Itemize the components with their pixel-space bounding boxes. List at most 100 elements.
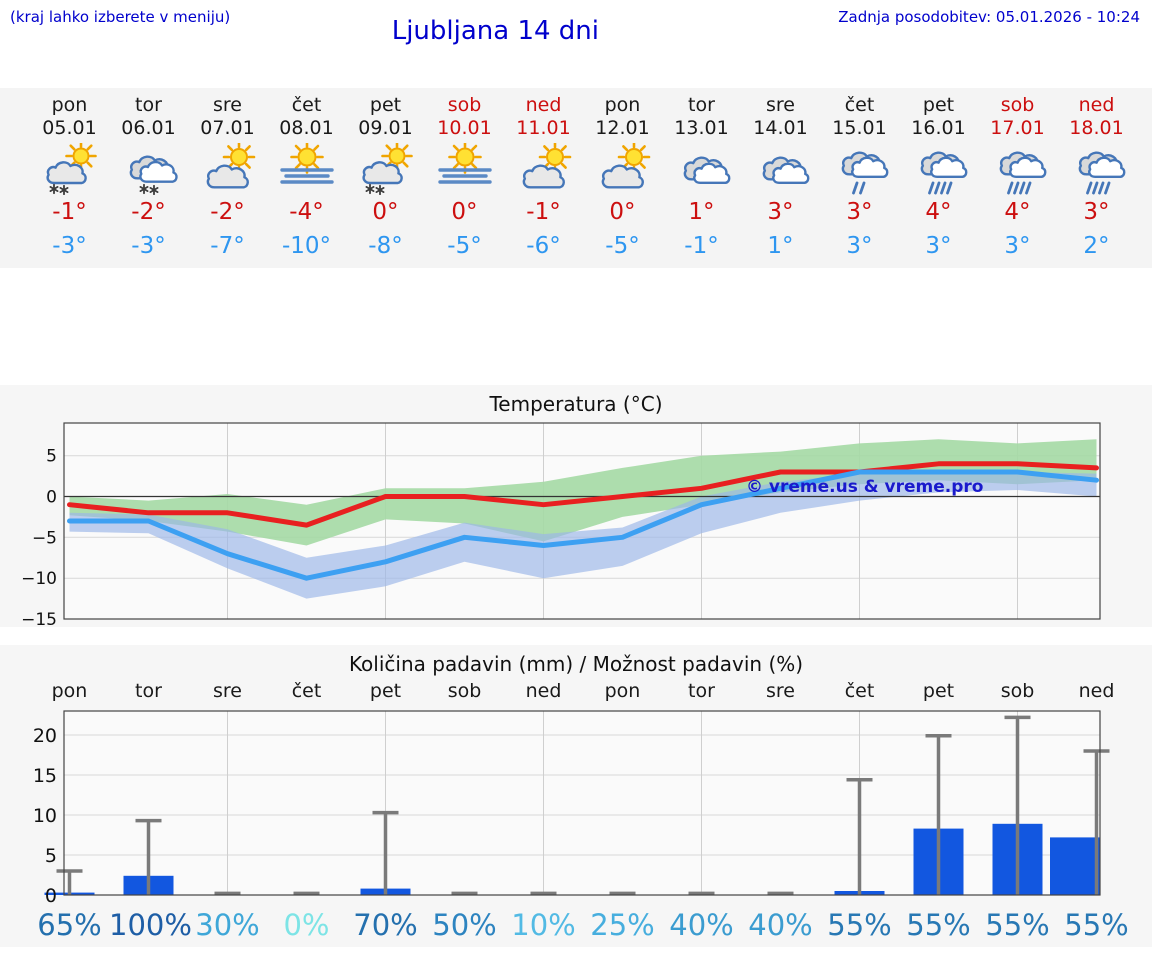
precip-day-label: sob [1000, 680, 1035, 702]
day-column: pet 09.01 0° -8° [346, 94, 425, 268]
cloud-shape [45, 161, 87, 185]
rain-streaks [1085, 181, 1110, 195]
precip-day-label: čet [291, 680, 322, 702]
sun-disc [624, 148, 643, 166]
y-tick-label: 10 [33, 805, 57, 827]
day-column: tor 13.01 1° -1° [662, 94, 741, 268]
cloudy-icon [748, 143, 814, 195]
day-high-temp: 4° [1004, 199, 1031, 225]
day-column: sob 10.01 0° -5° [425, 94, 504, 268]
sun-disc [545, 148, 564, 166]
day-date: 14.01 [753, 117, 808, 139]
watermark-link[interactable]: © vreme.us & vreme.pro [746, 477, 983, 497]
cloud-shape [601, 164, 644, 189]
y-tick-label: 15 [33, 765, 57, 787]
day-date: 10.01 [437, 117, 492, 139]
precipitation-chart-title: Količina padavin (mm) / Možnost padavin … [348, 652, 804, 676]
page-title: Ljubljana 14 dni [391, 16, 600, 46]
precip-probability: 30% [195, 908, 260, 942]
day-column: čet 15.01 3° 3° [820, 94, 899, 268]
precip-probability: 100% [109, 908, 192, 942]
fog-lines [279, 168, 334, 184]
precip-probability: 65% [37, 908, 102, 942]
day-date: 09.01 [358, 117, 413, 139]
cloud-shape [692, 162, 730, 185]
day-column: pon 05.01 -1° -3° [30, 94, 109, 268]
cloud-snow-icon [116, 143, 182, 195]
cloud-shape [138, 160, 178, 183]
snowflake [48, 183, 59, 195]
precip-whisker [56, 869, 83, 895]
day-low-temp: -5° [447, 233, 482, 259]
y-tick-label: 0 [46, 488, 57, 508]
sun-cloud-icon [195, 143, 261, 195]
fog-lines [437, 168, 492, 184]
day-date: 15.01 [832, 117, 887, 139]
plot-border [63, 710, 1101, 896]
y-tick-label: 20 [33, 725, 57, 747]
day-low-temp: -1° [684, 233, 719, 259]
day-high-temp: 3° [1083, 199, 1110, 225]
precip-whisker [925, 734, 952, 895]
day-name: tor [688, 94, 715, 116]
y-tick-label: 5 [46, 447, 57, 467]
low-temp-line [67, 469, 1099, 581]
temperature-chart-section: Temperatura (°C) 5 0 −5 −10 −15 © vreme.us & … [0, 385, 1152, 627]
precip-probability: 50% [432, 908, 497, 942]
precip-probability: 40% [748, 908, 813, 942]
spacer [0, 268, 1152, 385]
precip-day-label: sre [213, 680, 242, 702]
day-name: pet [922, 94, 955, 116]
precip-whisker [846, 778, 873, 895]
day-name: pet [369, 94, 402, 116]
day-low-temp: -5° [605, 233, 640, 259]
day-column: pet 16.01 4° 3° [899, 94, 978, 268]
cloud-shape [1087, 156, 1125, 179]
precip-probability: 0% [283, 908, 330, 942]
day-column: ned 11.01 -1° -6° [504, 94, 583, 268]
day-low-temp: -6° [526, 233, 561, 259]
y-tick-label: −10 [21, 569, 57, 589]
snowflake [149, 184, 158, 195]
day-date: 07.01 [200, 117, 255, 139]
sun-disc [297, 147, 316, 167]
day-low-temp: 3° [1004, 233, 1031, 259]
day-date: 11.01 [516, 117, 571, 139]
precip-day-label: pet [369, 680, 402, 702]
day-high-temp: -1° [526, 199, 561, 225]
day-high-temp: 4° [925, 199, 952, 225]
sun-cloud-icon [511, 143, 577, 195]
day-name: tor [135, 94, 162, 116]
precip-day-label: tor [135, 680, 162, 702]
low-temp-band [69, 472, 1097, 599]
day-low-temp: -3° [131, 233, 166, 259]
last-update-text: Zadnja posodobitev: 05.01.2026 - 10:24 [838, 8, 1140, 26]
day-column: pon 12.01 0° -5° [583, 94, 662, 268]
sun-disc [388, 147, 405, 165]
precip-whisker [372, 810, 399, 895]
day-name: ned [1078, 94, 1115, 116]
day-date: 05.01 [42, 117, 97, 139]
spacer [0, 627, 1152, 645]
cloudy-icon [669, 143, 735, 195]
day-high-temp: -4° [289, 199, 324, 225]
temperature-chart-svg: 5 0 −5 −10 −15 © vreme.us & vreme.pro [21, 422, 1101, 627]
precip-whisker [1083, 749, 1110, 895]
day-date: 16.01 [911, 117, 966, 139]
precip-day-label: pon [51, 680, 88, 702]
precip-day-label: ned [1078, 680, 1115, 702]
snowflake [138, 183, 149, 195]
day-low-temp: 3° [846, 233, 873, 259]
forecast-strip: pon 05.01 -1° -3° tor 06.01 -2° -3° sre 07.01 -2° -… [0, 88, 1152, 268]
day-high-temp: 0° [609, 199, 636, 225]
day-high-temp: 0° [451, 199, 478, 225]
cloud-shape [850, 156, 888, 179]
cloud-shape [206, 164, 249, 189]
snowflake [374, 184, 385, 195]
day-name: sob [447, 94, 482, 116]
precip-probability: 70% [353, 908, 418, 942]
cloud-shape [929, 156, 967, 179]
y-tick-label: −15 [21, 610, 57, 627]
cloud-shape [771, 162, 809, 185]
page-header: (kraj lahko izberete v meniju) Ljubljana… [0, 0, 1152, 88]
